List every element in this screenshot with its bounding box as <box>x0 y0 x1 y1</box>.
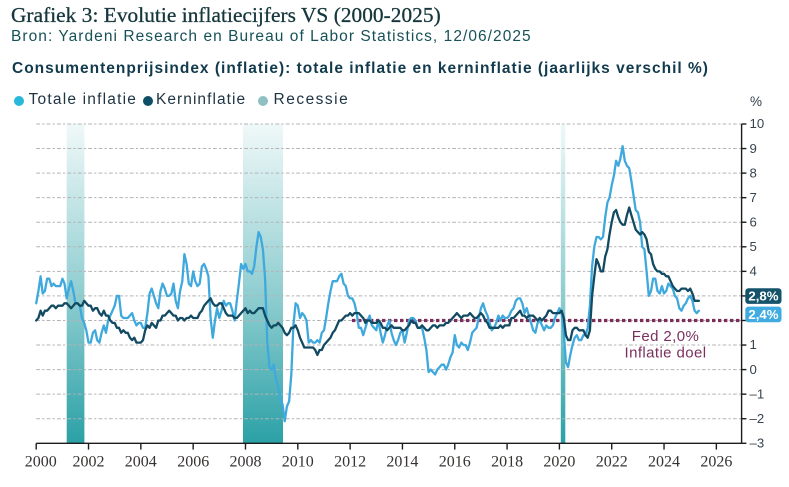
svg-text:2002: 2002 <box>73 454 105 471</box>
svg-text:2026: 2026 <box>700 454 732 471</box>
svg-text:–1: –1 <box>750 386 765 401</box>
svg-text:1: 1 <box>750 337 757 352</box>
svg-text:2022: 2022 <box>596 454 628 471</box>
svg-text:2012: 2012 <box>334 454 366 471</box>
svg-text:2018: 2018 <box>491 454 523 471</box>
svg-text:2020: 2020 <box>543 454 575 471</box>
svg-text:2,4%: 2,4% <box>748 307 778 322</box>
svg-text:2006: 2006 <box>177 454 209 471</box>
svg-text:2000: 2000 <box>25 454 57 471</box>
svg-text:10: 10 <box>750 116 765 131</box>
svg-text:2016: 2016 <box>439 454 471 471</box>
svg-text:Fed 2,0%: Fed 2,0% <box>632 328 699 345</box>
svg-text:2,8%: 2,8% <box>748 289 778 304</box>
svg-text:9: 9 <box>750 141 757 156</box>
svg-text:%: % <box>750 94 762 109</box>
svg-text:2010: 2010 <box>282 454 314 471</box>
svg-text:2024: 2024 <box>648 454 680 471</box>
svg-text:8: 8 <box>750 165 757 180</box>
svg-text:2008: 2008 <box>230 454 262 471</box>
svg-text:–3: –3 <box>750 435 765 450</box>
svg-text:5: 5 <box>750 239 757 254</box>
svg-text:4: 4 <box>750 264 757 279</box>
svg-text:2014: 2014 <box>386 454 418 471</box>
svg-text:2004: 2004 <box>125 454 157 471</box>
svg-text:0: 0 <box>750 362 757 377</box>
svg-text:7: 7 <box>750 190 757 205</box>
svg-text:Inflatie doel: Inflatie doel <box>625 345 707 362</box>
svg-text:6: 6 <box>750 214 757 229</box>
svg-text:–2: –2 <box>750 411 765 426</box>
